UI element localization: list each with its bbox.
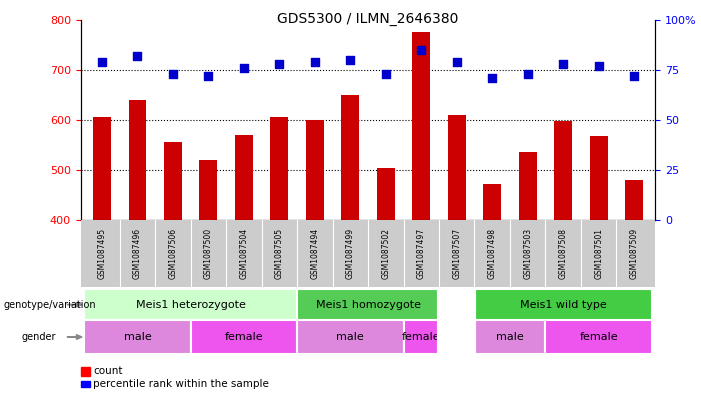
Point (486, 75, 498, 81)
Text: GDS5300 / ILMN_2646380: GDS5300 / ILMN_2646380 (278, 12, 458, 26)
Bar (271, 118, 288, 220)
Bar (475, 320, 545, 354)
Text: female: female (402, 332, 440, 342)
Text: GSM1087507: GSM1087507 (452, 228, 461, 279)
Bar (297, 289, 439, 320)
Text: GSM1087504: GSM1087504 (239, 228, 248, 279)
Bar (84, 320, 191, 354)
Point (168, 71, 179, 77)
Bar (377, 169, 395, 220)
Bar (590, 136, 608, 220)
Text: GSM1087508: GSM1087508 (559, 228, 568, 279)
Point (203, 73, 214, 79)
Bar (475, 289, 652, 320)
Text: GSM1087498: GSM1087498 (488, 228, 497, 279)
Text: Meis1 homozygote: Meis1 homozygote (315, 299, 421, 310)
Bar (412, 32, 430, 220)
Point (380, 71, 391, 77)
Point (416, 47, 427, 53)
Bar (297, 320, 404, 354)
Bar (128, 100, 147, 220)
Point (238, 64, 250, 71)
Bar (164, 142, 182, 220)
Bar (554, 121, 572, 220)
Point (593, 62, 604, 69)
Bar (625, 180, 643, 220)
Text: GSM1087505: GSM1087505 (275, 228, 284, 279)
Text: GSM1087502: GSM1087502 (381, 228, 390, 279)
Point (309, 59, 320, 65)
Point (557, 61, 569, 67)
Bar (341, 95, 359, 220)
Point (96, 59, 107, 65)
Text: female: female (579, 332, 618, 342)
Text: male: male (336, 332, 364, 342)
Text: male: male (496, 332, 524, 342)
Bar (484, 184, 501, 220)
Bar (306, 120, 324, 220)
Bar (519, 152, 536, 220)
Text: GSM1087509: GSM1087509 (629, 228, 639, 279)
Point (629, 73, 640, 79)
Bar (235, 135, 252, 220)
Text: female: female (224, 332, 263, 342)
Text: gender: gender (21, 332, 55, 342)
Text: GSM1087496: GSM1087496 (133, 228, 142, 279)
Bar (200, 160, 217, 220)
Point (132, 53, 143, 59)
Bar (81, 367, 90, 376)
Text: GSM1087494: GSM1087494 (311, 228, 319, 279)
Text: count: count (93, 366, 123, 376)
Text: GSM1087497: GSM1087497 (417, 228, 426, 279)
Text: percentile rank within the sample: percentile rank within the sample (93, 379, 269, 389)
Text: Meis1 heterozygote: Meis1 heterozygote (136, 299, 245, 310)
Text: GSM1087503: GSM1087503 (523, 228, 532, 279)
Text: GSM1087506: GSM1087506 (168, 228, 177, 279)
Bar (545, 320, 652, 354)
Bar (84, 289, 297, 320)
Text: genotype/variation: genotype/variation (4, 299, 96, 310)
Text: GSM1087501: GSM1087501 (594, 228, 603, 279)
Point (345, 57, 356, 63)
Text: Meis1 wild type: Meis1 wild type (520, 299, 606, 310)
Point (522, 71, 533, 77)
Bar (191, 320, 297, 354)
Point (273, 61, 285, 67)
Text: GSM1087495: GSM1087495 (97, 228, 107, 279)
Text: GSM1087499: GSM1087499 (346, 228, 355, 279)
Bar (404, 320, 439, 354)
Bar (81, 381, 90, 387)
Bar (448, 115, 465, 220)
Text: GSM1087500: GSM1087500 (204, 228, 213, 279)
Point (451, 59, 463, 65)
Bar (93, 118, 111, 220)
Text: male: male (123, 332, 151, 342)
